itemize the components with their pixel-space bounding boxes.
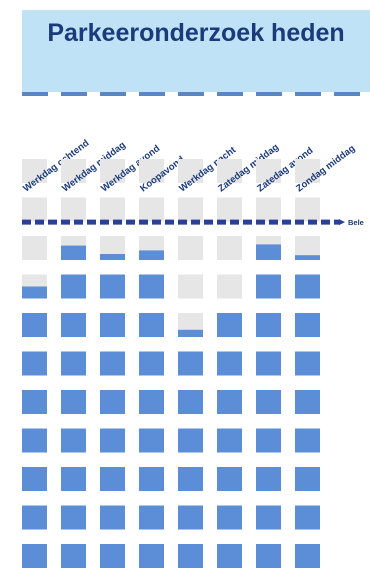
waffle-cell-filled [178,390,203,414]
waffle-cell-filled [61,467,86,491]
waffle-cell-empty [22,159,47,183]
waffle-cell-filled [61,505,86,530]
waffle-cell-filled [217,428,242,453]
waffle-cell-filled [61,351,86,376]
waffle-cell-filled [61,274,86,299]
waffle-cell-empty [178,197,203,222]
waffle-cell-filled [100,505,125,530]
waffle-cell-filled [22,544,47,568]
waffle-cell-filled [178,467,203,491]
waffle-cell-filled [61,390,86,414]
chart-header: Parkeeronderzoek heden [22,10,370,92]
waffle-cell-filled [256,351,281,376]
waffle-cell-filled [256,505,281,530]
waffle-cell-filled [178,505,203,530]
waffle-cell-empty [100,159,125,183]
waffle-cell-filled [61,245,86,260]
waffle-cell-filled [139,428,164,453]
waffle-cell-filled [217,544,242,568]
waffle-cell-filled [178,329,203,337]
waffle-cell-empty [139,197,164,222]
waffle-cell-filled [22,467,47,491]
waffle-cell-filled [178,544,203,568]
waffle-cell-filled [139,313,164,337]
waffle-cell-filled [256,467,281,491]
waffle-cell-filled [295,274,320,299]
waffle-cell-filled [256,274,281,299]
waffle-cell-filled [217,313,242,337]
waffle-cell-empty [217,197,242,222]
waffle-cell-filled [61,544,86,568]
waffle-cell-filled [139,351,164,376]
waffle-cell-empty [22,236,47,260]
waffle-cell-filled [61,428,86,453]
waffle-cell-filled [295,544,320,568]
waffle-cell-filled [22,351,47,376]
waffle-cell-empty [61,159,86,183]
waffle-cell-filled [22,428,47,453]
waffle-cell-filled [100,467,125,491]
waffle-cell-empty [256,197,281,222]
waffle-cell-filled [217,505,242,530]
waffle-cell-filled [61,313,86,337]
waffle-cell-filled [139,467,164,491]
waffle-cell-empty [295,159,320,183]
waffle-cell-empty [22,197,47,222]
waffle-cell-empty [256,159,281,183]
waffle-cell-empty [178,159,203,183]
waffle-cell-filled [295,313,320,337]
waffle-cell-empty [178,274,203,299]
waffle-cell-filled [178,351,203,376]
waffle-cell-filled [139,390,164,414]
waffle-cell-filled [139,505,164,530]
waffle-cell-filled [100,254,125,260]
waffle-cell-filled [256,428,281,453]
waffle-cell-filled [217,390,242,414]
waffle-cell-filled [22,286,47,299]
waffle-cell-filled [217,351,242,376]
waffle-cell-empty [295,197,320,222]
threshold-label: Bele [348,218,364,227]
waffle-cell-filled [100,428,125,453]
waffle-cell-empty [100,197,125,222]
waffle-cell-filled [295,390,320,414]
waffle-cell-filled [139,544,164,568]
waffle-cell-empty [139,159,164,183]
threshold-arrow [339,219,345,226]
waffle-cell-filled [100,274,125,299]
waffle-cell-filled [139,274,164,299]
waffle-cell-filled [178,428,203,453]
waffle-cell-empty [61,197,86,222]
waffle-cell-filled [295,255,320,260]
waffle-cell-filled [100,351,125,376]
waffle-cell-filled [295,351,320,376]
header-divider [22,92,370,96]
waffle-cell-filled [256,313,281,337]
waffle-cell-filled [295,505,320,530]
waffle-cell-empty [217,236,242,260]
waffle-cell-filled [217,467,242,491]
waffle-cell-filled [139,250,164,260]
waffle-cell-filled [22,390,47,414]
waffle-cell-filled [100,390,125,414]
waffle-cell-filled [22,313,47,337]
chart-title: Parkeeronderzoek heden [47,19,345,47]
waffle-cell-filled [256,390,281,414]
waffle-cell-filled [100,313,125,337]
waffle-cell-empty [217,159,242,183]
waffle-cell-empty [178,236,203,260]
waffle-cell-filled [295,467,320,491]
waffle-cell-filled [100,544,125,568]
waffle-cell-filled [22,505,47,530]
waffle-cell-filled [256,244,281,260]
waffle-cell-filled [256,544,281,568]
waffle-cell-filled [295,428,320,453]
waffle-cell-empty [217,274,242,299]
